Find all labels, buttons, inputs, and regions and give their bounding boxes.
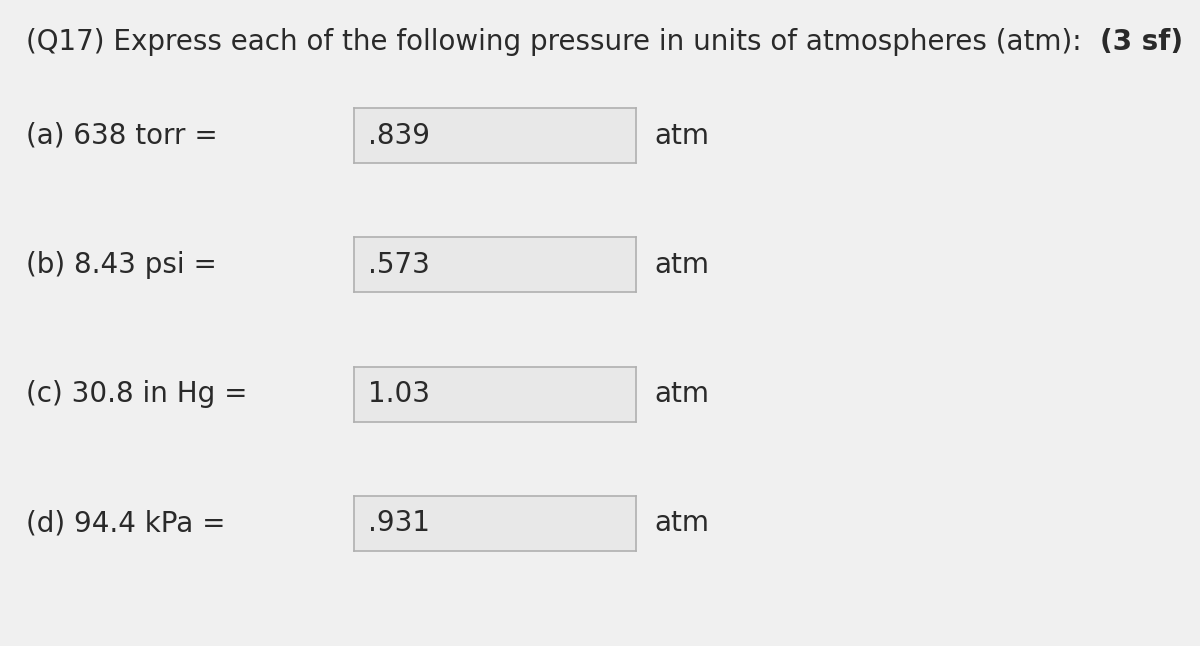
Text: 1.03: 1.03 <box>368 380 430 408</box>
Text: .573: .573 <box>368 251 430 279</box>
Text: (a) 638 torr =: (a) 638 torr = <box>26 121 227 150</box>
Text: atm: atm <box>654 509 709 537</box>
Text: atm: atm <box>654 380 709 408</box>
Text: atm: atm <box>654 251 709 279</box>
Text: .931: .931 <box>368 509 430 537</box>
Text: (b) 8.43 psi =: (b) 8.43 psi = <box>26 251 226 279</box>
Text: (3 sf): (3 sf) <box>1099 28 1183 56</box>
Text: (d) 94.4 kPa =: (d) 94.4 kPa = <box>26 509 235 537</box>
Text: (Q17) Express each of the following pressure in units of atmospheres (atm):: (Q17) Express each of the following pres… <box>26 28 1099 56</box>
Text: .839: .839 <box>368 121 430 150</box>
Text: (c) 30.8 in Hg =: (c) 30.8 in Hg = <box>26 380 257 408</box>
Text: atm: atm <box>654 121 709 150</box>
